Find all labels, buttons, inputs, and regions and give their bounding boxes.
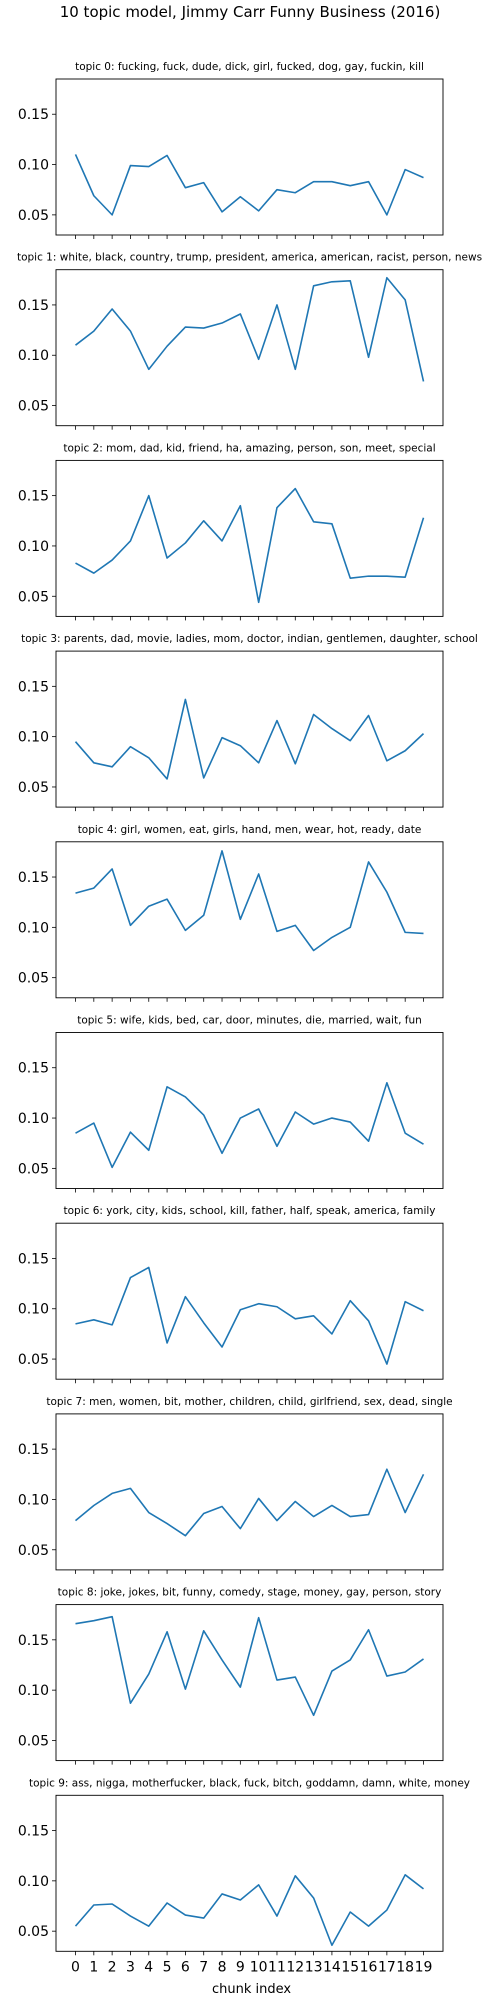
x-tick-label: 2 bbox=[108, 1959, 117, 1975]
x-tick-label: 16 bbox=[360, 1959, 378, 1975]
axes-frame bbox=[55, 78, 444, 236]
subplot-panel-6: topic 6: york, city, kids, school, kill,… bbox=[18, 1205, 444, 1384]
y-tick-label: 0.10 bbox=[18, 539, 49, 555]
y-tick-label: 0.10 bbox=[18, 1492, 49, 1508]
x-tick-label: 13 bbox=[305, 1959, 323, 1975]
y-tick-label: 0.15 bbox=[18, 489, 49, 505]
x-tick-label: 18 bbox=[396, 1959, 414, 1975]
axes-frame bbox=[55, 650, 444, 808]
y-tick-label: 0.10 bbox=[18, 1302, 49, 1318]
x-tick-label: 1 bbox=[89, 1959, 98, 1975]
y-tick-label: 0.15 bbox=[18, 107, 49, 123]
y-tick-label: 0.10 bbox=[18, 158, 49, 174]
y-tick-label: 0.05 bbox=[18, 780, 49, 796]
subplot-panel-5: topic 5: wife, kids, bed, car, door, min… bbox=[18, 1015, 444, 1193]
y-tick-label: 0.15 bbox=[18, 1633, 49, 1649]
y-tick-label: 0.15 bbox=[18, 679, 49, 695]
y-tick-label: 0.05 bbox=[18, 971, 49, 987]
x-tick-label: 5 bbox=[163, 1959, 172, 1975]
series-line bbox=[74, 154, 424, 216]
x-tick-label: 19 bbox=[415, 1959, 433, 1975]
panel-title: topic 9: ass, nigga, motherfucker, black… bbox=[29, 1777, 470, 1789]
subplot-panels: topic 0: fucking, fuck, dude, dick, girl… bbox=[17, 61, 482, 1975]
x-axis-label: chunk index bbox=[212, 1982, 291, 1997]
series-line bbox=[75, 850, 424, 952]
x-tick-label: 9 bbox=[236, 1959, 245, 1975]
y-tick-label: 0.15 bbox=[18, 1824, 49, 1840]
subplot-panel-8: topic 8: joke, jokes, bit, funny, comedy… bbox=[18, 1587, 444, 1765]
subplot-panel-0: topic 0: fucking, fuck, dude, dick, girl… bbox=[18, 61, 444, 239]
series-line bbox=[74, 1468, 425, 1537]
y-tick-label: 0.15 bbox=[18, 1061, 49, 1077]
series-line bbox=[74, 1874, 424, 1947]
panel-title: topic 4: girl, women, eat, girls, hand, … bbox=[78, 824, 422, 836]
series-line bbox=[75, 1266, 424, 1365]
y-tick-label: 0.15 bbox=[18, 298, 49, 314]
y-tick-label: 0.10 bbox=[18, 1111, 49, 1127]
x-tick-label: 12 bbox=[286, 1959, 304, 1975]
panel-title: topic 8: joke, jokes, bit, funny, comedy… bbox=[58, 1587, 442, 1599]
x-tick-label: 8 bbox=[218, 1959, 227, 1975]
subplot-panel-4: topic 4: girl, women, eat, girls, hand, … bbox=[18, 824, 444, 1002]
axes-frame bbox=[55, 1604, 444, 1762]
series-line bbox=[75, 276, 425, 382]
panel-title: topic 2: mom, dad, kid, friend, ha, amaz… bbox=[63, 442, 435, 454]
y-tick-label: 0.10 bbox=[18, 1683, 49, 1699]
x-tick-label: 10 bbox=[250, 1959, 268, 1975]
x-tick-label: 3 bbox=[126, 1959, 135, 1975]
panel-title: topic 7: men, women, bit, mother, childr… bbox=[46, 1396, 452, 1408]
axes-frame bbox=[55, 1413, 444, 1571]
x-tick-label: 0 bbox=[71, 1959, 80, 1975]
y-tick-label: 0.15 bbox=[18, 1442, 49, 1458]
x-tick-label: 4 bbox=[144, 1959, 153, 1975]
x-tick-label: 15 bbox=[341, 1959, 359, 1975]
figure-title: 10 topic model, Jimmy Carr Funny Busines… bbox=[60, 3, 441, 21]
y-tick-label: 0.05 bbox=[18, 399, 49, 415]
subplot-panel-3: topic 3: parents, dad, movie, ladies, mo… bbox=[18, 633, 478, 812]
y-tick-label: 0.05 bbox=[18, 589, 49, 605]
series-line bbox=[75, 487, 425, 604]
x-tick-label: 7 bbox=[199, 1959, 208, 1975]
x-tick-label: 6 bbox=[181, 1959, 190, 1975]
subplot-panel-7: topic 7: men, women, bit, mother, childr… bbox=[18, 1396, 453, 1574]
subplot-panel-9: topic 9: ass, nigga, motherfucker, black… bbox=[18, 1777, 470, 1975]
series-line bbox=[75, 1615, 424, 1717]
series-line bbox=[75, 1082, 424, 1169]
panel-title: topic 6: york, city, kids, school, kill,… bbox=[63, 1205, 435, 1217]
y-tick-label: 0.15 bbox=[18, 1251, 49, 1267]
axes-frame bbox=[55, 1222, 444, 1380]
y-tick-label: 0.10 bbox=[18, 730, 49, 746]
y-tick-label: 0.05 bbox=[18, 1543, 49, 1559]
y-tick-label: 0.05 bbox=[18, 1924, 49, 1940]
axes-frame bbox=[55, 841, 444, 999]
subplot-panel-1: topic 1: white, black, country, trump, p… bbox=[17, 252, 482, 430]
y-tick-label: 0.10 bbox=[18, 1874, 49, 1890]
axes-frame bbox=[55, 1032, 444, 1189]
axes-frame bbox=[55, 269, 444, 427]
panel-title: topic 1: white, black, country, trump, p… bbox=[17, 252, 482, 264]
y-tick-label: 0.10 bbox=[18, 920, 49, 936]
y-tick-label: 0.05 bbox=[18, 208, 49, 224]
y-tick-label: 0.05 bbox=[18, 1733, 49, 1749]
y-tick-label: 0.10 bbox=[18, 348, 49, 364]
series-line bbox=[74, 698, 425, 780]
x-tick-label: 11 bbox=[268, 1959, 286, 1975]
y-tick-label: 0.05 bbox=[18, 1161, 49, 1177]
panel-title: topic 3: parents, dad, movie, ladies, mo… bbox=[21, 633, 478, 645]
axes-frame bbox=[55, 459, 444, 617]
panel-title: topic 0: fucking, fuck, dude, dick, girl… bbox=[75, 61, 424, 73]
subplot-panel-2: topic 2: mom, dad, kid, friend, ha, amaz… bbox=[18, 442, 444, 621]
x-tick-label: 17 bbox=[378, 1959, 396, 1975]
y-tick-label: 0.15 bbox=[18, 870, 49, 886]
axes-frame bbox=[55, 1794, 444, 1952]
y-tick-label: 0.05 bbox=[18, 1352, 49, 1368]
panel-title: topic 5: wife, kids, bed, car, door, min… bbox=[77, 1015, 422, 1027]
x-tick-label: 14 bbox=[323, 1959, 341, 1975]
